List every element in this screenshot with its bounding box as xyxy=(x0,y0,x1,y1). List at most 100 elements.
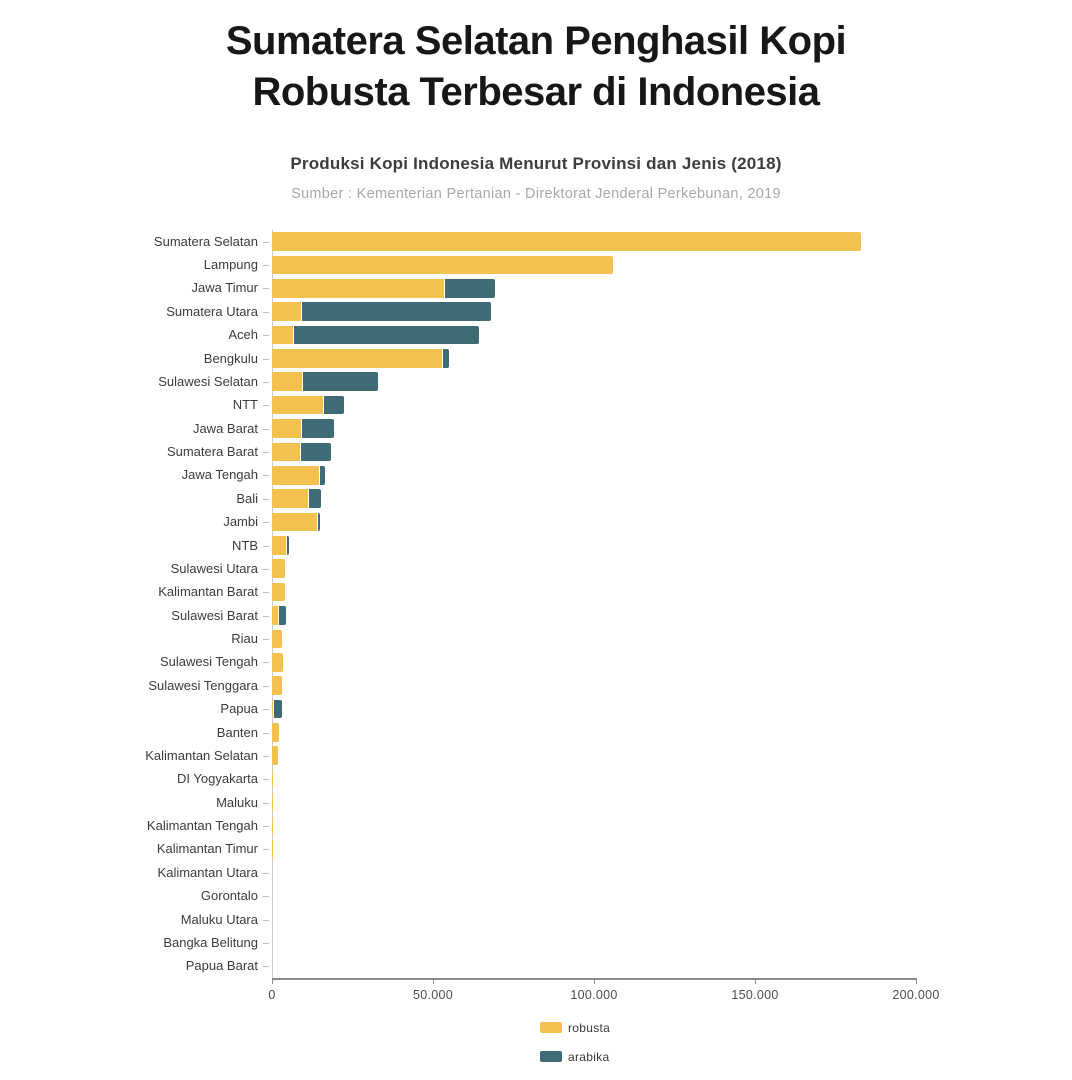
y-tick-mark xyxy=(263,779,269,780)
category-label: Sulawesi Tenggara xyxy=(0,678,258,693)
bar-row xyxy=(272,489,321,508)
bar-row xyxy=(272,817,273,836)
bar-segment-arabika xyxy=(293,326,479,345)
category-label: Sumatera Utara xyxy=(0,304,258,319)
category-label: Bali xyxy=(0,491,258,506)
y-tick-mark xyxy=(263,405,269,406)
category-label: Bangka Belitung xyxy=(0,935,258,950)
bar-segment-arabika xyxy=(278,606,286,625)
x-tick-mark xyxy=(916,978,917,984)
bar-segment-robusta xyxy=(272,513,317,532)
category-label: Lampung xyxy=(0,257,258,272)
bar-segment-robusta xyxy=(272,583,285,602)
category-label: Maluku xyxy=(0,795,258,810)
y-tick-mark xyxy=(263,662,269,663)
x-tick-label: 150.000 xyxy=(731,988,778,1002)
y-tick-mark xyxy=(263,312,269,313)
bar-segment-arabika xyxy=(317,513,320,532)
y-tick-mark xyxy=(263,639,269,640)
category-label: Riau xyxy=(0,631,258,646)
y-tick-mark xyxy=(263,616,269,617)
y-tick-mark xyxy=(263,569,269,570)
x-tick-mark xyxy=(272,978,273,984)
bar-row xyxy=(272,256,613,275)
bar-row xyxy=(272,746,278,765)
bar-row xyxy=(272,466,325,485)
category-label: Maluku Utara xyxy=(0,912,258,927)
bar-row xyxy=(272,372,378,391)
bar-segment-arabika xyxy=(323,396,345,415)
category-label: Sumatera Selatan xyxy=(0,234,258,249)
category-label: Papua xyxy=(0,701,258,716)
category-label: Kalimantan Selatan xyxy=(0,748,258,763)
category-label: Kalimantan Timur xyxy=(0,841,258,856)
category-label: Kalimantan Utara xyxy=(0,865,258,880)
category-label: Aceh xyxy=(0,327,258,342)
bar-row xyxy=(272,840,273,859)
y-tick-mark xyxy=(263,826,269,827)
y-tick-mark xyxy=(263,896,269,897)
bar-segment-arabika xyxy=(319,466,325,485)
robusta-swatch xyxy=(540,1022,562,1033)
bar-row xyxy=(272,700,282,719)
bar-row xyxy=(272,536,289,555)
arabika-swatch xyxy=(540,1051,562,1062)
y-tick-mark xyxy=(263,873,269,874)
category-label: Sulawesi Utara xyxy=(0,561,258,576)
bar-segment-robusta xyxy=(272,489,308,508)
category-label: Sumatera Barat xyxy=(0,444,258,459)
legend-item-arabika: arabika xyxy=(540,1051,610,1062)
category-label: Jawa Tengah xyxy=(0,467,258,482)
bar-segment-robusta xyxy=(272,793,273,812)
legend-item-robusta: robusta xyxy=(540,1022,610,1033)
bar-row xyxy=(272,279,495,298)
bar-row xyxy=(272,630,282,649)
y-tick-mark xyxy=(263,382,269,383)
x-tick-label: 200.000 xyxy=(892,988,939,1002)
bar-segment-arabika xyxy=(301,302,491,321)
category-label: Kalimantan Tengah xyxy=(0,818,258,833)
bar-segment-arabika xyxy=(300,443,331,462)
bar-segment-robusta xyxy=(272,279,444,298)
category-label: Sulawesi Selatan xyxy=(0,374,258,389)
y-tick-mark xyxy=(263,920,269,921)
category-label: Bengkulu xyxy=(0,351,258,366)
bar-segment-robusta xyxy=(272,723,279,742)
y-tick-mark xyxy=(263,288,269,289)
bar-row xyxy=(272,606,286,625)
bar-row xyxy=(272,513,320,532)
bar-segment-robusta xyxy=(272,349,442,368)
y-tick-mark xyxy=(263,966,269,967)
bar-row xyxy=(272,326,479,345)
bar-segment-robusta xyxy=(272,559,285,578)
bar-row xyxy=(272,583,285,602)
category-label: Jawa Timur xyxy=(0,280,258,295)
y-tick-mark xyxy=(263,475,269,476)
bar-row xyxy=(272,723,279,742)
bar-row xyxy=(272,770,273,789)
category-label: DI Yogyakarta xyxy=(0,771,258,786)
y-tick-mark xyxy=(263,359,269,360)
category-label: Kalimantan Barat xyxy=(0,584,258,599)
y-tick-mark xyxy=(263,733,269,734)
bar-segment-arabika xyxy=(301,419,334,438)
bar-segment-arabika xyxy=(286,536,289,555)
bar-segment-robusta xyxy=(272,443,300,462)
category-label: Banten xyxy=(0,725,258,740)
bar-segment-arabika xyxy=(442,349,450,368)
bar-segment-arabika xyxy=(308,489,321,508)
bar-segment-robusta xyxy=(272,396,323,415)
bar-row xyxy=(272,676,282,695)
x-tick-label: 0 xyxy=(268,988,275,1002)
y-tick-mark xyxy=(263,803,269,804)
bar-segment-robusta xyxy=(272,840,273,859)
y-tick-mark xyxy=(263,265,269,266)
bar-row xyxy=(272,559,285,578)
bar-segment-arabika xyxy=(273,700,283,719)
category-label: Gorontalo xyxy=(0,888,258,903)
bar-segment-robusta xyxy=(272,536,286,555)
bar-segment-arabika xyxy=(302,372,379,391)
y-tick-mark xyxy=(263,709,269,710)
bar-segment-robusta xyxy=(272,770,273,789)
